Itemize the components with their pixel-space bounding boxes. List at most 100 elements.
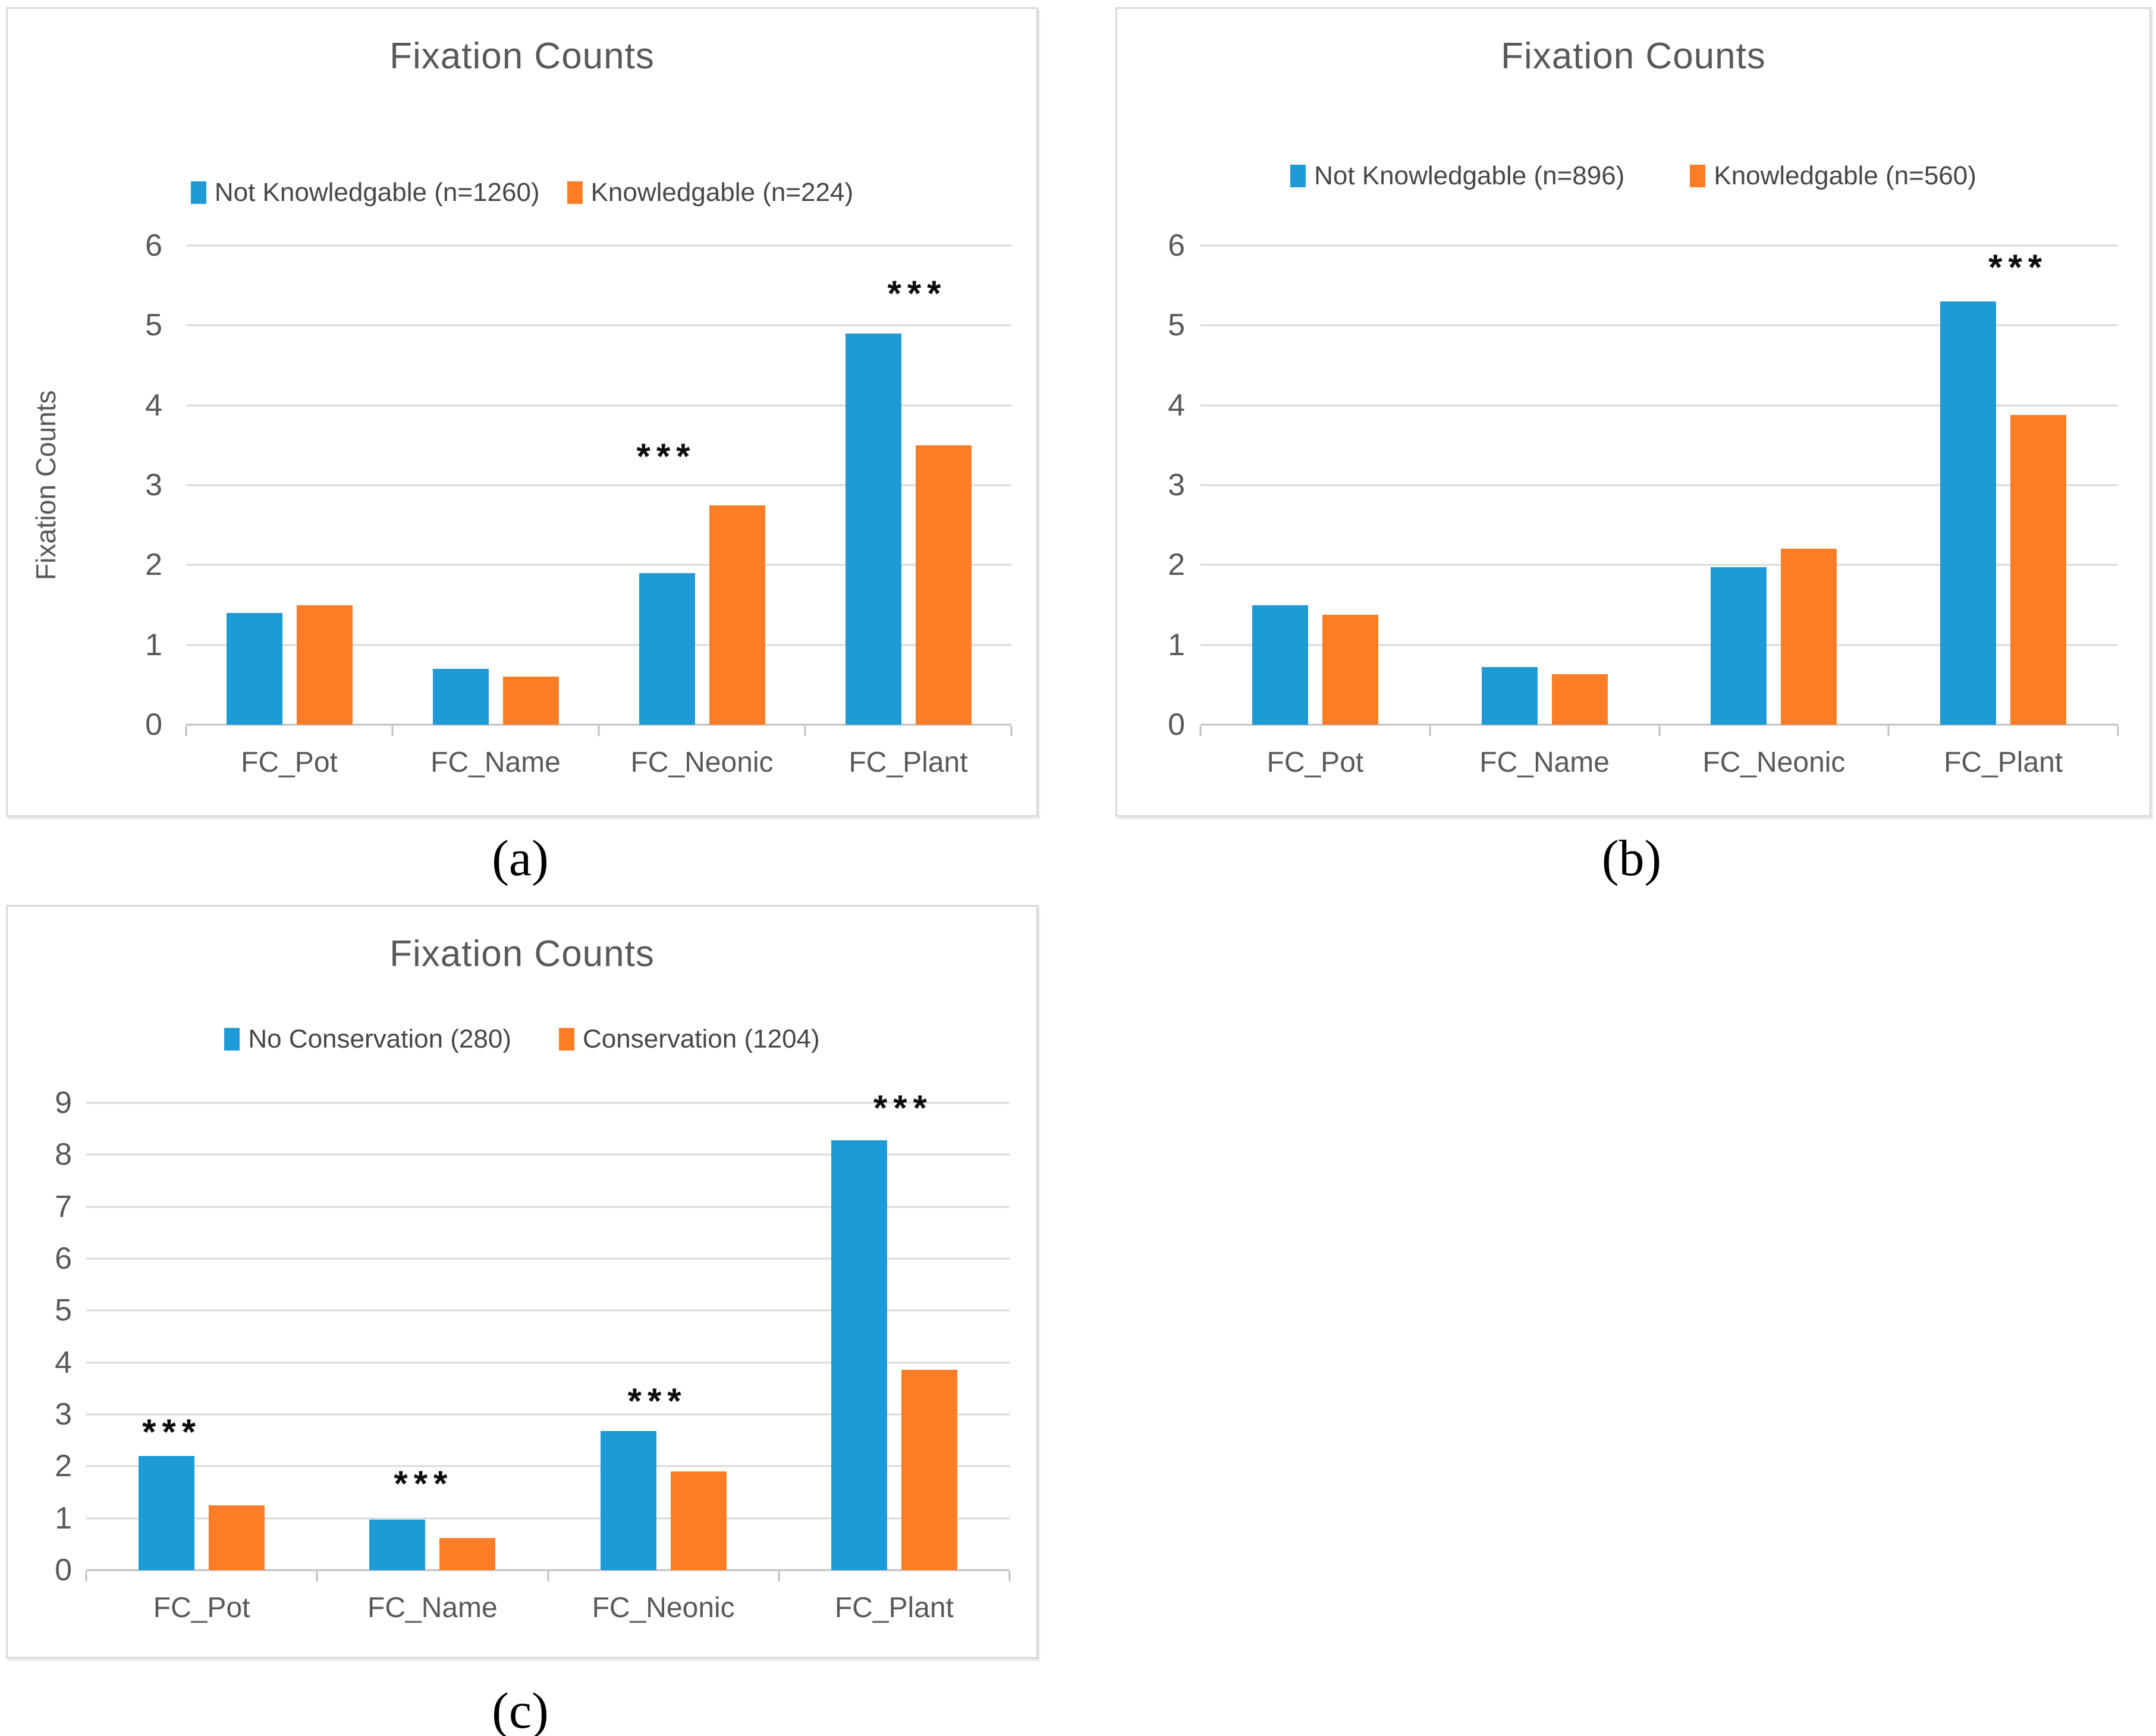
legend-item: Conservation (1204) [559, 1024, 820, 1054]
x-axis-labels: FC_Pot FC_Name FC_Neonic FC_Plant [86, 1592, 1010, 1624]
y-tick-label: 5 [1168, 308, 1185, 343]
x-axis-tick [391, 726, 394, 736]
x-axis-tick [778, 1571, 780, 1581]
x-axis-label: FC_Plant [848, 747, 968, 778]
bar-series-2 [1551, 674, 1608, 725]
x-axis-label: FC_Plant [1944, 747, 2063, 778]
legend: Not Knowledgable (n=896) Knowledgable (n=… [1117, 161, 2149, 191]
legend-label: Conservation (1204) [583, 1024, 820, 1053]
bar-series-2 [296, 605, 353, 725]
y-tick-label: 6 [145, 228, 162, 263]
x-axis-label: FC_Name [430, 747, 561, 778]
gridline [86, 1309, 1010, 1312]
legend-label: Knowledgable (n=224) [590, 178, 854, 207]
bar-series-1 [845, 333, 901, 725]
bar-series-2 [1322, 614, 1378, 725]
bar-group [317, 1103, 548, 1570]
y-axis-ticks: 0 1 2 3 4 5 6 [97, 230, 162, 740]
bar-series-2 [439, 1537, 496, 1570]
bar-group [805, 246, 1011, 725]
chart-title: Fixation Counts [389, 933, 655, 974]
chart-panel-a: Fixation Counts Not Knowledgable (n=1260… [6, 7, 1038, 817]
y-tick-label: 5 [145, 308, 162, 343]
significance-marker: *** [636, 436, 696, 476]
x-axis-label: FC_Neonic [1702, 747, 1846, 778]
x-axis-tick [547, 1571, 549, 1581]
bar-series-1 [226, 612, 282, 725]
bar-series-1 [1711, 567, 1767, 725]
bar-group [1660, 246, 1889, 725]
bar-series-1 [1481, 667, 1538, 725]
legend-item: Not Knowledgable (n=1260) [190, 178, 540, 207]
x-axis-label: FC_Pot [1266, 747, 1364, 778]
caption-a: (a) [492, 829, 549, 886]
x-axis-tick [1008, 1571, 1011, 1581]
x-axis-line [1200, 724, 2118, 726]
x-axis-tick [1887, 726, 1890, 736]
gridline [1200, 404, 2118, 407]
plot-area: *** *** [185, 244, 1013, 736]
y-tick-label: 8 [55, 1137, 72, 1172]
y-tick-label: 2 [55, 1449, 72, 1484]
x-axis-label: FC_Neonic [592, 1592, 735, 1624]
y-tick-label: 6 [1168, 228, 1185, 263]
legend-swatch-icon [559, 1028, 574, 1051]
legend-item: Knowledgable (n=224) [567, 178, 854, 207]
y-tick-label: 4 [55, 1345, 72, 1380]
x-axis-line [186, 724, 1011, 726]
x-axis-tick [1199, 726, 1202, 736]
bar-group [1200, 246, 1430, 725]
gridline [1200, 564, 2118, 566]
y-tick-label: 5 [55, 1293, 72, 1328]
gridline [1200, 484, 2118, 486]
y-tick-label: 7 [55, 1189, 72, 1224]
x-axis-label: FC_Pot [241, 747, 338, 778]
legend-label: No Conservation (280) [248, 1024, 511, 1053]
legend-label: Not Knowledgable (n=1260) [214, 178, 540, 207]
y-tick-label: 4 [1168, 388, 1185, 423]
plot-area: *** *** *** *** [85, 1090, 1011, 1581]
bar-group [186, 246, 392, 725]
bar-group [1430, 246, 1660, 725]
bar-series-1 [831, 1140, 887, 1570]
caption-c: (c) [492, 1682, 549, 1736]
bar-series-2 [709, 505, 765, 725]
plot-area: *** [1199, 244, 2119, 736]
x-axis-tick [1429, 726, 1431, 736]
bar-series-1 [639, 573, 695, 725]
y-tick-label: 2 [145, 548, 162, 583]
x-axis-tick [1010, 726, 1013, 736]
y-tick-label: 3 [55, 1397, 72, 1432]
legend-swatch-icon [224, 1028, 240, 1051]
bar-series-1 [369, 1520, 426, 1570]
significance-marker: *** [873, 1087, 933, 1128]
x-axis-line [86, 1569, 1010, 1571]
bar-series-2 [915, 445, 972, 725]
gridline [1200, 324, 2118, 326]
chart-title: Fixation Counts [389, 36, 655, 77]
gridline [186, 404, 1011, 407]
gridline [186, 324, 1011, 326]
bar-series-1 [600, 1430, 656, 1570]
y-tick-label: 4 [145, 388, 162, 423]
bar-group [548, 1103, 779, 1570]
x-axis-label: FC_Name [367, 1592, 498, 1624]
gridline [186, 244, 1011, 247]
bar-group [392, 246, 599, 725]
bar-group [86, 1103, 317, 1570]
gridline [186, 644, 1011, 646]
gridline [186, 564, 1011, 566]
significance-marker: *** [1988, 247, 2048, 288]
x-axis-tick [185, 726, 187, 736]
y-tick-label: 1 [1168, 627, 1185, 662]
bar-series-1 [1252, 605, 1308, 725]
significance-marker: *** [394, 1464, 454, 1504]
bar-series-1 [432, 668, 489, 725]
bar-series-2 [670, 1471, 727, 1570]
legend-item: Knowledgable (n=560) [1690, 161, 1976, 191]
y-tick-label: 0 [1168, 707, 1185, 742]
x-axis-label: FC_Pot [153, 1592, 250, 1624]
legend-swatch-icon [190, 181, 206, 204]
significance-marker: *** [627, 1380, 687, 1421]
y-tick-label: 3 [145, 468, 162, 502]
